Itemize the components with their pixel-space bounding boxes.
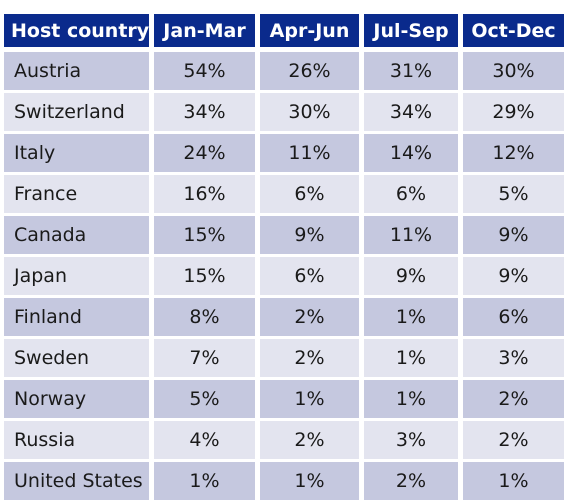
table-cell-oct-dec: 6% <box>463 298 564 336</box>
table-cell-apr-jun: 2% <box>260 421 359 459</box>
table-cell-jul-sep: 1% <box>364 298 458 336</box>
table-cell-oct-dec: 12% <box>463 134 564 172</box>
table-cell-apr-jun: 6% <box>260 257 359 295</box>
table-cell-jan-mar: 4% <box>154 421 255 459</box>
column-header-jan-mar: Jan-Mar <box>154 14 255 47</box>
table-cell-jan-mar: 24% <box>154 134 255 172</box>
column-header-host-country: Host country <box>4 14 149 47</box>
table-cell-oct-dec: 2% <box>463 380 564 418</box>
table-cell-oct-dec: 30% <box>463 52 564 90</box>
table-cell-apr-jun: 2% <box>260 339 359 377</box>
row-label: Japan <box>4 257 149 295</box>
table-cell-jan-mar: 1% <box>154 462 255 500</box>
table-cell-oct-dec: 1% <box>463 462 564 500</box>
row-label: Norway <box>4 380 149 418</box>
table-cell-oct-dec: 5% <box>463 175 564 213</box>
row-label: Switzerland <box>4 93 149 131</box>
table-cell-apr-jun: 6% <box>260 175 359 213</box>
table-cell-apr-jun: 26% <box>260 52 359 90</box>
table-cell-jul-sep: 1% <box>364 339 458 377</box>
table-cell-jan-mar: 16% <box>154 175 255 213</box>
table-cell-apr-jun: 1% <box>260 380 359 418</box>
row-label: Canada <box>4 216 149 254</box>
table-cell-jan-mar: 7% <box>154 339 255 377</box>
table-cell-apr-jun: 11% <box>260 134 359 172</box>
table-cell-oct-dec: 9% <box>463 257 564 295</box>
table-cell-oct-dec: 9% <box>463 216 564 254</box>
table-cell-apr-jun: 9% <box>260 216 359 254</box>
table-cell-jan-mar: 34% <box>154 93 255 131</box>
table-cell-oct-dec: 2% <box>463 421 564 459</box>
table-cell-jul-sep: 2% <box>364 462 458 500</box>
table-cell-jul-sep: 14% <box>364 134 458 172</box>
table-cell-jan-mar: 15% <box>154 216 255 254</box>
table-cell-apr-jun: 30% <box>260 93 359 131</box>
row-label: Finland <box>4 298 149 336</box>
row-label: Sweden <box>4 339 149 377</box>
table-cell-jan-mar: 54% <box>154 52 255 90</box>
table-cell-oct-dec: 29% <box>463 93 564 131</box>
row-label: Italy <box>4 134 149 172</box>
table-cell-jul-sep: 9% <box>364 257 458 295</box>
table-cell-jan-mar: 15% <box>154 257 255 295</box>
table-cell-apr-jun: 2% <box>260 298 359 336</box>
table-cell-jan-mar: 8% <box>154 298 255 336</box>
table-cell-jul-sep: 6% <box>364 175 458 213</box>
row-label: Russia <box>4 421 149 459</box>
row-label: United States <box>4 462 149 500</box>
row-label: Austria <box>4 52 149 90</box>
table-cell-jan-mar: 5% <box>154 380 255 418</box>
table-cell-jul-sep: 3% <box>364 421 458 459</box>
column-header-jul-sep: Jul-Sep <box>364 14 458 47</box>
table-cell-jul-sep: 1% <box>364 380 458 418</box>
table-cell-jul-sep: 34% <box>364 93 458 131</box>
column-header-apr-jun: Apr-Jun <box>260 14 359 47</box>
column-header-oct-dec: Oct-Dec <box>463 14 564 47</box>
table-cell-apr-jun: 1% <box>260 462 359 500</box>
row-label: France <box>4 175 149 213</box>
table-cell-oct-dec: 3% <box>463 339 564 377</box>
table-cell-jul-sep: 31% <box>364 52 458 90</box>
table-cell-jul-sep: 11% <box>364 216 458 254</box>
